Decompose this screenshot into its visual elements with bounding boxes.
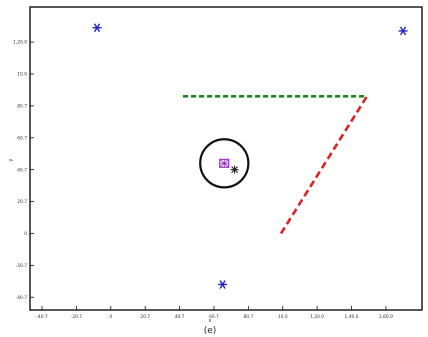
landmark-marker — [218, 280, 228, 289]
y-tick-label: 80.7 — [17, 103, 27, 109]
x-tick-label: 60.7 — [209, 314, 219, 320]
target-cross — [219, 158, 230, 168]
y-axis-title: y — [8, 158, 14, 161]
chart-caption: (e) — [204, 326, 217, 336]
red-path-line — [279, 95, 369, 235]
x-tick-label: 80.7 — [243, 314, 253, 320]
ticks-layer: -40.7 -20.7 0 20.7 40.7 60.7 80.7 10.0 1,20.0 1,4… — [13, 40, 393, 320]
y-tick-label: 1,20.0 — [13, 40, 27, 46]
x-tick-label: 20.7 — [140, 314, 150, 320]
y-tick-label: 0 — [24, 231, 27, 237]
x-tick-label: -20.7 — [71, 314, 83, 320]
y-tick-label: 60.7 — [17, 135, 27, 141]
y-tick-label: 20.7 — [17, 199, 27, 205]
x-tick-label: 40.7 — [175, 314, 185, 320]
x-tick-label: 10.0 — [278, 314, 288, 320]
y-tick-label: -20.7 — [16, 263, 28, 269]
x-tick-label: 1,20.0 — [310, 314, 324, 320]
y-tick-label: 40.7 — [17, 167, 27, 173]
y-tick-label: -40.7 — [16, 295, 28, 301]
data-layer — [92, 23, 408, 289]
landmark-marker — [398, 26, 408, 36]
x-tick-label: 1,40.0 — [345, 314, 359, 320]
x-tick-label: 1,60.0 — [379, 314, 393, 320]
plot-frame — [29, 6, 423, 311]
y-tick-label: 10.0 — [17, 72, 27, 78]
x-tick-label: 0 — [109, 314, 112, 320]
circle-region — [199, 138, 250, 189]
landmark-marker — [92, 23, 102, 33]
x-axis-title: x — [209, 318, 212, 324]
agent-marker — [230, 165, 239, 174]
x-tick-label: -40.7 — [36, 314, 48, 320]
